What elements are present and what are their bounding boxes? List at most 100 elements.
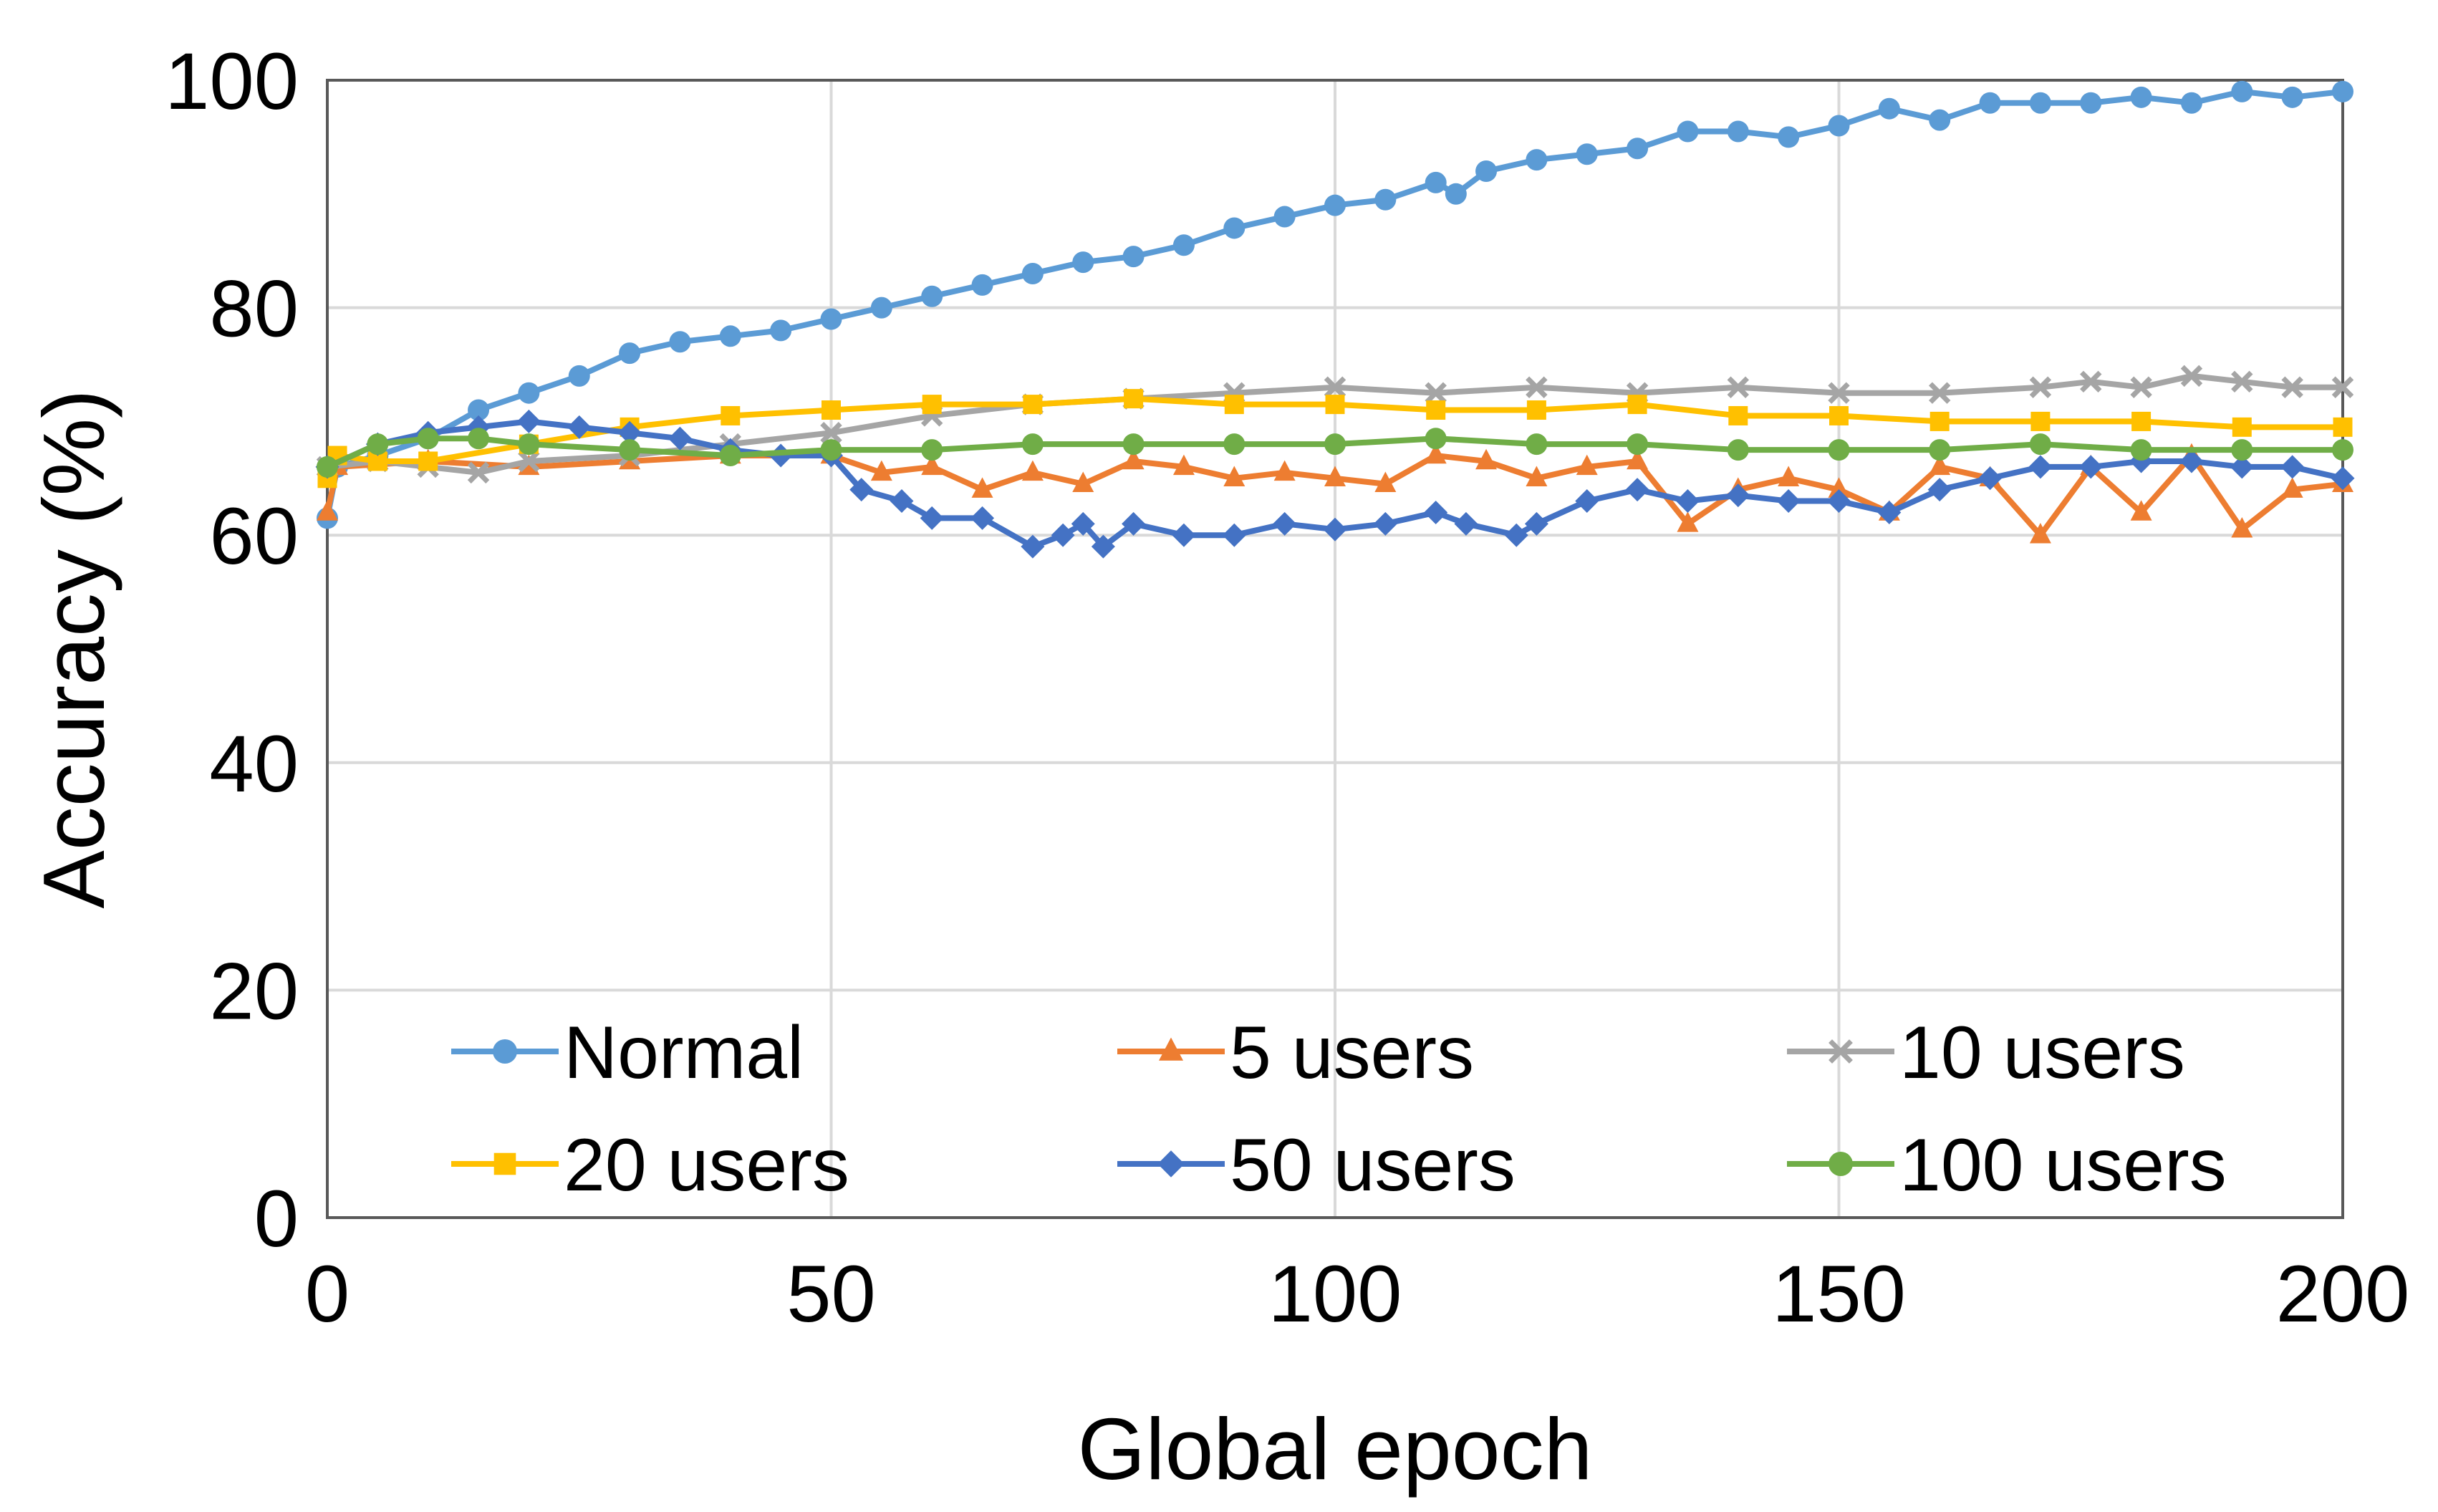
data-point	[1425, 443, 1447, 464]
data-point	[2130, 439, 2152, 461]
data-point	[921, 285, 943, 307]
data-point	[2080, 92, 2102, 114]
x-tick-label: 50	[786, 1249, 876, 1339]
data-point	[1273, 460, 1296, 481]
legend-marker	[1157, 1150, 1185, 1178]
data-point	[971, 477, 993, 498]
data-point	[1928, 382, 1951, 404]
data-point	[1627, 433, 1649, 456]
data-point	[1526, 149, 1548, 171]
y-tick-label: 60	[209, 491, 299, 581]
plot-frame	[326, 79, 2344, 1219]
data-point	[1829, 405, 1849, 425]
data-point	[1575, 489, 1599, 514]
data-point	[1727, 439, 1749, 461]
data-point	[1727, 120, 1749, 143]
data-point	[2029, 522, 2051, 544]
data-point	[870, 297, 892, 319]
data-point	[317, 456, 338, 478]
data-point	[2231, 80, 2253, 102]
series-line	[327, 372, 2343, 476]
data-point	[2179, 449, 2204, 473]
data-point	[922, 395, 942, 415]
data-point	[1323, 517, 1347, 541]
series-layer	[315, 80, 2355, 559]
legend-label: 10 users	[1899, 1011, 2185, 1094]
data-point	[1576, 454, 1598, 476]
legend-marker	[1828, 1152, 1853, 1176]
data-point	[669, 331, 691, 353]
data-point	[2131, 411, 2152, 431]
x-axis-title: Global epoch	[1078, 1400, 1593, 1498]
data-point	[1627, 448, 1649, 470]
data-point	[1424, 500, 1448, 524]
data-point	[970, 506, 995, 530]
legend: Normal 5 users 10 users 20 users 50 users 100…	[451, 1011, 2227, 1207]
data-point	[417, 428, 439, 450]
data-point	[468, 399, 490, 421]
data-point	[2130, 86, 2152, 108]
data-point	[1072, 251, 1094, 274]
data-point	[1929, 109, 1951, 131]
data-point	[1425, 171, 1447, 193]
data-point	[518, 450, 540, 473]
data-point	[2332, 439, 2353, 461]
legend-item: 100 users	[1787, 1124, 2227, 1207]
data-point	[2232, 417, 2252, 437]
series-3	[317, 389, 2353, 488]
series-5	[317, 428, 2353, 478]
data-point	[2028, 455, 2053, 479]
data-point	[367, 433, 389, 456]
data-point	[1374, 188, 1397, 211]
legend-item: 50 users	[1117, 1124, 1516, 1207]
data-point	[1071, 511, 1095, 536]
data-point	[1324, 466, 1346, 487]
data-point	[721, 405, 741, 425]
data-point	[1828, 439, 1850, 461]
data-point	[1051, 523, 1075, 547]
data-point	[1776, 489, 1801, 514]
legend-label: 5 users	[1230, 1011, 1474, 1094]
data-point	[1425, 382, 1447, 404]
data-point	[1524, 511, 1548, 536]
data-point	[1677, 511, 1699, 532]
data-point	[2281, 477, 2303, 498]
data-point	[1091, 534, 1115, 559]
x-tick-labels: 0 50 100 150 200	[305, 1249, 2410, 1339]
data-point	[1223, 433, 1246, 456]
data-point	[1526, 466, 1548, 487]
data-point	[1828, 115, 1850, 137]
data-point	[2029, 92, 2051, 114]
data-point	[1223, 466, 1246, 487]
data-point	[1927, 478, 1952, 502]
y-tick-label: 100	[165, 37, 299, 126]
data-point	[1979, 92, 2001, 114]
data-point	[1727, 376, 1750, 398]
data-point	[2331, 466, 2355, 491]
data-point	[2080, 370, 2102, 393]
legend-item: Normal	[451, 1011, 804, 1094]
data-point	[1625, 478, 1649, 502]
data-point	[1828, 477, 1850, 498]
data-point	[822, 400, 841, 420]
data-point	[1929, 439, 1951, 461]
data-point	[468, 428, 490, 450]
data-point	[1021, 433, 1044, 456]
legend-label: 100 users	[1899, 1124, 2227, 1207]
data-point	[518, 433, 540, 456]
data-point	[516, 409, 541, 433]
data-point	[1023, 395, 1043, 415]
data-point	[1021, 534, 1045, 559]
data-point	[1828, 382, 1850, 404]
data-point	[2332, 80, 2353, 102]
legend-marker	[493, 1152, 516, 1175]
data-point	[1878, 97, 1900, 120]
data-point	[1877, 500, 1902, 524]
data-point	[2078, 455, 2103, 479]
data-point	[1475, 160, 1498, 183]
data-point	[971, 274, 993, 296]
data-point	[849, 478, 874, 502]
legend-label: Normal	[564, 1011, 804, 1094]
data-point	[770, 319, 792, 342]
data-point	[1124, 389, 1144, 409]
